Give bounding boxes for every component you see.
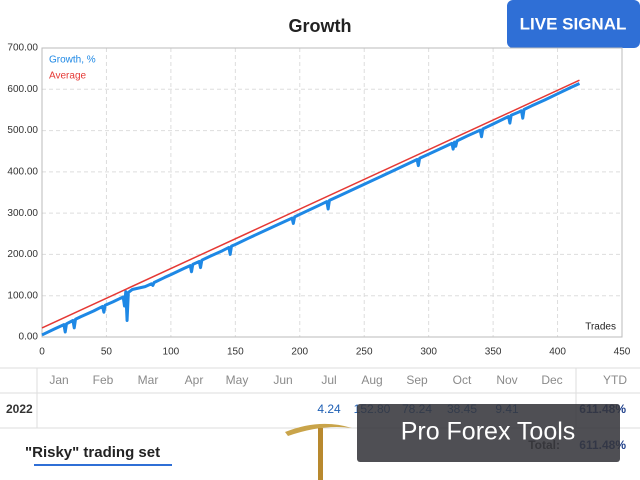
x-tick-label: 350 bbox=[485, 347, 502, 358]
column-header: Jul bbox=[321, 373, 336, 387]
column-header: Apr bbox=[185, 373, 204, 387]
x-tick-label: 50 bbox=[101, 347, 113, 358]
y-tick-label: 500.00 bbox=[7, 125, 38, 136]
y-tick-label: 100.00 bbox=[7, 290, 38, 301]
chart-title: Growth bbox=[289, 16, 352, 36]
column-header: Nov bbox=[496, 373, 517, 387]
y-tick-label: 700.00 bbox=[7, 43, 38, 54]
column-header: Sep bbox=[406, 373, 428, 387]
column-header: Jun bbox=[273, 373, 292, 387]
y-tick-label: 200.00 bbox=[7, 249, 38, 260]
series-line bbox=[41, 82, 581, 337]
column-header: Feb bbox=[93, 373, 114, 387]
badge-bg bbox=[507, 0, 640, 48]
plot-frame bbox=[41, 47, 623, 338]
column-header: Oct bbox=[453, 373, 472, 387]
badge: LIVE SIGNAL bbox=[520, 14, 627, 33]
y-tick-label: 400.00 bbox=[7, 166, 38, 177]
column-header: May bbox=[226, 373, 249, 387]
column-header: Dec bbox=[541, 373, 562, 387]
column-header: Aug bbox=[361, 373, 382, 387]
x-tick-label: 450 bbox=[614, 347, 631, 358]
x-axis-label: Trades bbox=[585, 322, 616, 333]
pickaxe-icon bbox=[285, 423, 352, 480]
column-header: Mar bbox=[138, 373, 159, 387]
x-tick-label: 300 bbox=[420, 347, 437, 358]
x-tick-label: 0 bbox=[39, 347, 45, 358]
row-year: 2022 bbox=[6, 402, 33, 416]
column-header: Jan bbox=[49, 373, 68, 387]
y-tick-label: 0.00 bbox=[19, 332, 39, 343]
x-tick-label: 400 bbox=[549, 347, 566, 358]
x-tick-label: 150 bbox=[227, 347, 244, 358]
y-tick-label: 600.00 bbox=[7, 84, 38, 95]
legend-entry: Average bbox=[49, 71, 87, 82]
caption: "Risky" trading set bbox=[25, 444, 160, 461]
overlay-box bbox=[357, 404, 620, 462]
column-header: YTD bbox=[603, 373, 627, 387]
x-tick-label: 250 bbox=[356, 347, 373, 358]
y-tick-label: 300.00 bbox=[7, 208, 38, 219]
x-tick-label: 200 bbox=[291, 347, 308, 358]
month-value: 4.24 bbox=[317, 402, 341, 416]
legend-entry: Growth, % bbox=[49, 55, 96, 66]
series-line bbox=[41, 79, 580, 329]
x-tick-label: 100 bbox=[163, 347, 180, 358]
overlay-text: Pro Forex Tools bbox=[401, 418, 576, 446]
